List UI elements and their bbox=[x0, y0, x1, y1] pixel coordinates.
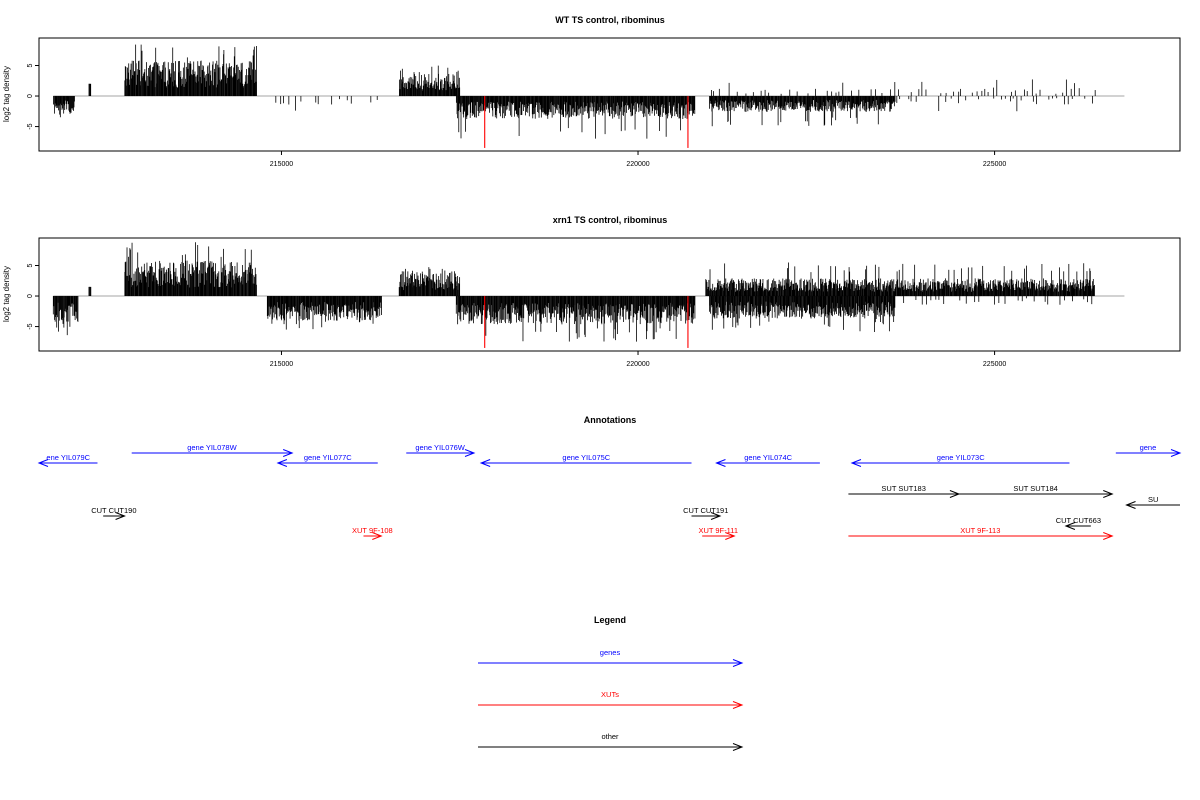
annotation-label: gene YIL077C bbox=[304, 453, 352, 462]
xrn1-plot-frame bbox=[38, 237, 1181, 352]
xrn1-x-tick-label: 215000 bbox=[270, 361, 293, 368]
legend-title: Legend bbox=[594, 615, 626, 625]
annotation-label: XUT 9F-108 bbox=[352, 526, 393, 535]
annotation-label: CUT CUT191 bbox=[683, 506, 728, 515]
annotation-feature: CUT CUT191 bbox=[683, 506, 728, 520]
annotation-label: SU bbox=[1148, 495, 1158, 504]
legend-label: XUTs bbox=[601, 690, 619, 699]
annotation-feature: XUT 9F-113 bbox=[848, 526, 1114, 540]
annotation-arrowhead bbox=[37, 459, 49, 467]
wt-x-tick-label: 220000 bbox=[626, 161, 649, 168]
legend-label: other bbox=[601, 732, 619, 741]
legend-label: genes bbox=[600, 648, 621, 657]
legend-arrowhead bbox=[732, 701, 744, 709]
annotation-track: Annotations ene YIL079C gene YIL078W gene … bbox=[37, 415, 1182, 540]
wt-plot-frame bbox=[38, 37, 1181, 152]
annotation-feature: gene YIL076W bbox=[406, 443, 476, 457]
wt-panel-title: WT TS control, ribominus bbox=[555, 15, 665, 25]
annotation-arrowhead bbox=[282, 449, 294, 457]
annotation-label: gene YIL076W bbox=[415, 443, 465, 452]
annotation-label: SUT SUT184 bbox=[1013, 484, 1057, 493]
annotation-arrowhead bbox=[725, 532, 736, 540]
annotation-feature: XUT 9F-111 bbox=[698, 526, 738, 540]
annotation-feature: gene YIL073C bbox=[850, 453, 1070, 467]
wt-coverage-panel: WT TS control, ribominus log2 tag densit… bbox=[2, 15, 1181, 168]
annotation-label: SUT SUT183 bbox=[881, 484, 925, 493]
annotation-arrowhead bbox=[1170, 449, 1182, 457]
annotation-feature: gene YIL075C bbox=[479, 453, 692, 467]
wt-coverage-bars bbox=[53, 44, 1125, 148]
wt-y-tick-label: 0 bbox=[27, 94, 34, 98]
wt-axes: -5 0 5 215000 220000 225000 bbox=[27, 63, 1006, 168]
annotation-arrowhead bbox=[276, 459, 288, 467]
annotation-label: XUT 9F-113 bbox=[960, 526, 1000, 535]
annotation-label: ene YIL079C bbox=[46, 453, 90, 462]
xrn1-y-axis-label: log2 tag density bbox=[2, 266, 11, 322]
annotation-feature: SU bbox=[1125, 495, 1180, 509]
annotation-feature: CUT CUT190 bbox=[91, 506, 137, 520]
wt-x-tick-label: 215000 bbox=[270, 161, 293, 168]
annotation-arrowhead bbox=[850, 459, 862, 467]
xrn1-coverage-panel: xrn1 TS control, ribominus log2 tag dens… bbox=[2, 215, 1181, 368]
legend: Legend genes XUTs other bbox=[478, 615, 744, 751]
wt-y-axis-label: log2 tag density bbox=[2, 66, 11, 122]
annotation-arrowhead bbox=[1125, 501, 1136, 509]
xrn1-y-tick-label: 0 bbox=[27, 294, 34, 298]
annotation-feature: gene YIL078W bbox=[131, 443, 294, 457]
annotation-arrowhead bbox=[115, 512, 126, 520]
legend-arrowhead bbox=[732, 659, 744, 667]
annotation-label: CUT CUT190 bbox=[91, 506, 136, 515]
legend-arrowhead bbox=[732, 743, 744, 751]
annotation-label: gene YIL078W bbox=[187, 443, 237, 452]
annotation-feature: XUT 9F-108 bbox=[352, 526, 393, 540]
legend-entry-other: other bbox=[478, 732, 744, 751]
xrn1-panel-title: xrn1 TS control, ribominus bbox=[553, 215, 668, 225]
xrn1-x-tick-label: 220000 bbox=[626, 361, 649, 368]
annotation-label: gene YIL074C bbox=[744, 453, 792, 462]
xrn1-axes: -5 0 5 215000 220000 225000 bbox=[27, 263, 1006, 368]
annotation-arrowhead bbox=[715, 459, 726, 467]
annotation-arrowhead bbox=[479, 459, 491, 467]
annotation-label: gene bbox=[1140, 443, 1157, 452]
wt-x-tick-label: 225000 bbox=[983, 161, 1006, 168]
annotation-feature: ene YIL079C bbox=[37, 453, 98, 467]
annotation-features: ene YIL079C gene YIL078W gene YIL077C gene … bbox=[37, 443, 1182, 540]
annotation-feature: gene YIL077C bbox=[276, 453, 378, 467]
annotation-label: gene YIL075C bbox=[562, 453, 610, 462]
xrn1-coverage-bars bbox=[52, 242, 1125, 348]
xrn1-y-tick-label: 5 bbox=[27, 263, 34, 267]
annotation-arrowhead bbox=[1064, 522, 1076, 530]
annotation-feature: gene YIL074C bbox=[715, 453, 820, 467]
annotation-feature: SUT SUT183 bbox=[848, 484, 961, 498]
wt-y-tick-label: 5 bbox=[27, 63, 34, 67]
legend-entries: genes XUTs other bbox=[478, 648, 744, 751]
annotation-arrowhead bbox=[464, 449, 476, 457]
wt-y-tick-label: -5 bbox=[27, 123, 34, 129]
annotation-arrowhead bbox=[1103, 532, 1114, 540]
legend-entry-xuts: XUTs bbox=[478, 690, 744, 709]
annotation-feature: SUT SUT184 bbox=[958, 484, 1114, 498]
annotation-label: XUT 9F-111 bbox=[698, 526, 738, 535]
annotations-title: Annotations bbox=[584, 415, 637, 425]
legend-entry-genes: genes bbox=[478, 648, 744, 667]
annotation-arrowhead bbox=[1103, 490, 1114, 498]
xrn1-x-tick-label: 225000 bbox=[983, 361, 1006, 368]
annotation-arrowhead bbox=[372, 532, 383, 540]
annotation-label: CUT CUT663 bbox=[1056, 516, 1101, 525]
annotation-arrowhead bbox=[710, 512, 722, 520]
annotation-label: gene YIL073C bbox=[937, 453, 985, 462]
annotation-feature: gene bbox=[1115, 443, 1182, 457]
annotation-feature: CUT CUT663 bbox=[1056, 516, 1101, 530]
xrn1-y-tick-label: -5 bbox=[27, 323, 34, 329]
